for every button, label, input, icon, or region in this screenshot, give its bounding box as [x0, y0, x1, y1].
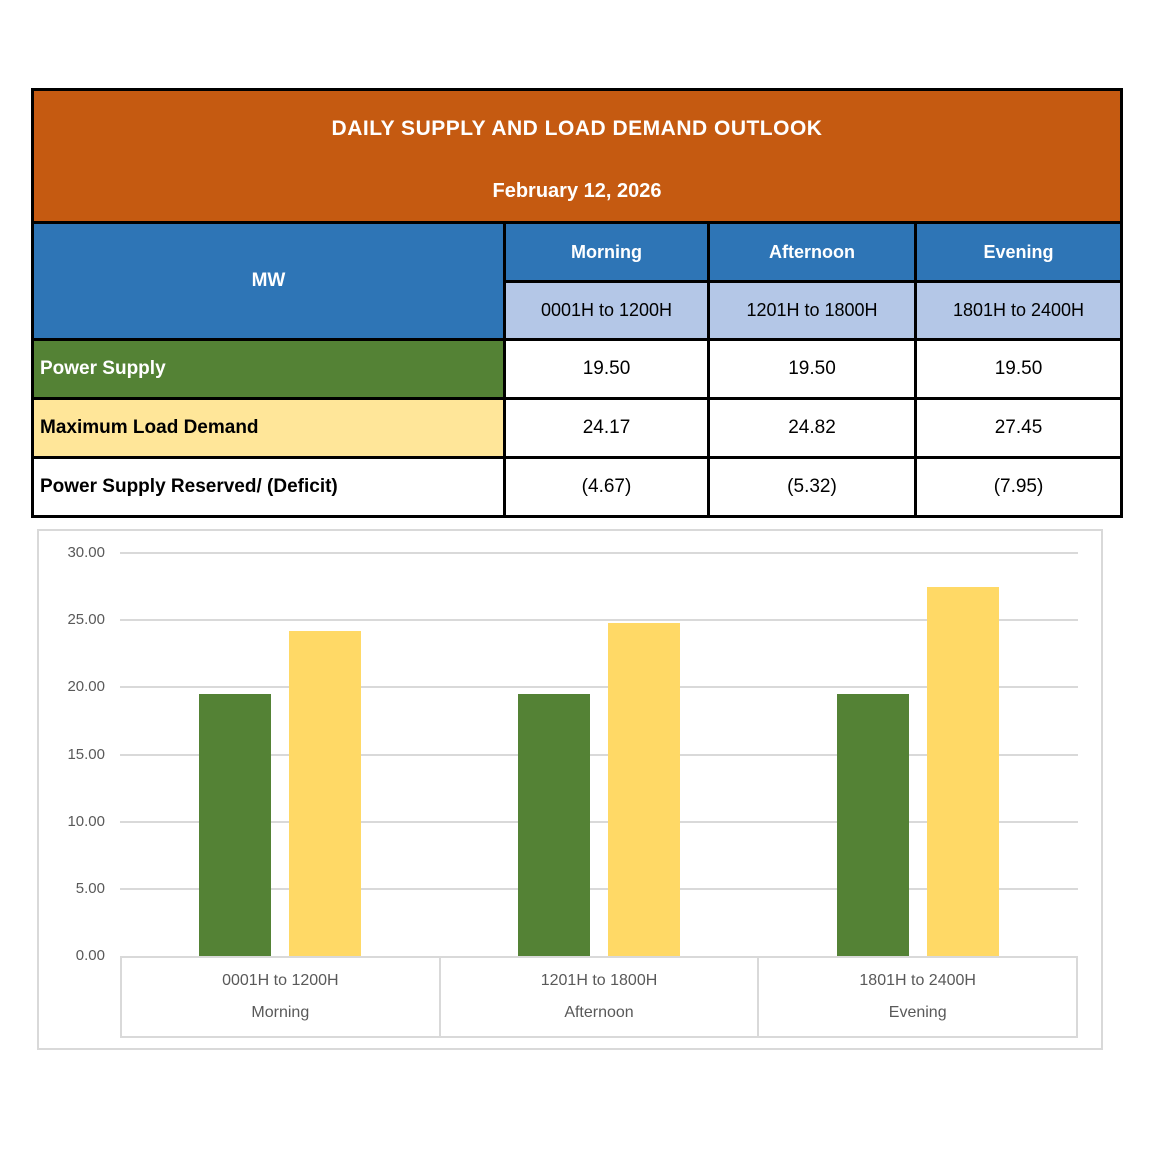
table-row-power-supply-reserved: Power Supply Reserved/ (Deficit) (4.67) …	[31, 456, 1124, 518]
max-load-demand-afternoon: 24.82	[707, 397, 917, 459]
hours-afternoon: 1201H to 1800H	[707, 280, 917, 341]
x-axis-period-label: Evening	[888, 1004, 947, 1022]
power-supply-evening: 19.50	[913, 338, 1124, 400]
power-supply-morning: 19.50	[503, 338, 710, 400]
y-tick-label-0: 0.00	[75, 947, 105, 964]
reserve-afternoon: (5.32)	[707, 456, 917, 518]
x-axis-hours-label: 1801H to 2400H	[859, 971, 976, 989]
table-row-max-load-demand: Maximum Load Demand 24.17 24.82 27.45	[31, 397, 1124, 459]
gridline-20	[120, 686, 1078, 689]
period-header-evening: Evening	[913, 221, 1124, 283]
max-load-demand-morning: 24.17	[503, 397, 710, 459]
bar-power-supply-evening	[837, 694, 909, 956]
bar-maximum-load-demand-afternoon	[608, 623, 680, 956]
gridline-25	[120, 619, 1078, 622]
period-header-morning: Morning	[503, 221, 710, 283]
max-load-demand-evening: 27.45	[913, 397, 1124, 459]
x-axis-group-afternoon: 1201H to 1800H Afternoon	[438, 958, 758, 1036]
bar-maximum-load-demand-evening	[927, 587, 999, 956]
power-supply-afternoon: 19.50	[707, 338, 917, 400]
hours-morning: 0001H to 1200H	[503, 280, 710, 341]
row-label-power-supply: Power Supply	[31, 338, 506, 400]
bar-chart: 0001H to 1200H Morning 1201H to 1800H Af…	[37, 529, 1103, 1050]
period-header-afternoon: Afternoon	[707, 221, 917, 283]
table-title: DAILY SUPPLY AND LOAD DEMAND OUTLOOK	[331, 117, 823, 140]
y-tick-label-30: 30.00	[67, 544, 105, 561]
bar-power-supply-afternoon	[518, 694, 590, 956]
gridline-10	[120, 820, 1078, 823]
y-tick-label-25: 25.00	[67, 611, 105, 629]
x-axis-group-morning: 0001H to 1200H Morning	[122, 958, 439, 1036]
gridline-15	[120, 753, 1078, 756]
x-axis-period-label: Morning	[251, 1004, 310, 1022]
row-label-max-load-demand: Maximum Load Demand	[31, 397, 506, 459]
hours-header-row: 0001H to 1200H 1201H to 1800H 1801H to 2…	[33, 280, 1124, 341]
table-title-cell: DAILY SUPPLY AND LOAD DEMAND OUTLOOK Feb…	[30, 88, 1124, 224]
x-axis-category-box: 0001H to 1200H Morning 1201H to 1800H Af…	[120, 956, 1078, 1038]
x-axis-hours-label: 0001H to 1200H	[222, 971, 339, 989]
y-tick-label-5: 5.00	[75, 879, 105, 897]
gridline-30	[120, 552, 1078, 554]
period-header-row: MW Morning Afternoon Evening	[31, 221, 1124, 341]
x-axis-period-label: Afternoon	[564, 1004, 634, 1022]
y-tick-label-10: 10.00	[67, 812, 105, 830]
y-tick-label-15: 15.00	[67, 745, 105, 763]
bar-maximum-load-demand-morning	[289, 631, 361, 956]
table-title-row: DAILY SUPPLY AND LOAD DEMAND OUTLOOK Feb…	[30, 88, 1124, 224]
row-label-power-supply-reserved: Power Supply Reserved/ (Deficit)	[31, 456, 506, 518]
hours-evening: 1801H to 2400H	[913, 280, 1124, 341]
unit-label-cell: MW	[31, 221, 506, 341]
outlook-table: DAILY SUPPLY AND LOAD DEMAND OUTLOOK Feb…	[30, 88, 1124, 518]
table-row-power-supply: Power Supply 19.50 19.50 19.50	[31, 338, 1124, 400]
bar-power-supply-morning	[199, 694, 271, 956]
reserve-morning: (4.67)	[503, 456, 710, 518]
reserve-evening: (7.95)	[913, 456, 1124, 518]
x-axis-hours-label: 1201H to 1800H	[540, 971, 658, 989]
table-date: February 12, 2026	[492, 180, 662, 202]
gridline-5	[120, 887, 1078, 890]
y-tick-label-20: 20.00	[67, 678, 105, 696]
x-axis-group-evening: 1801H to 2400H Evening	[757, 958, 1076, 1036]
